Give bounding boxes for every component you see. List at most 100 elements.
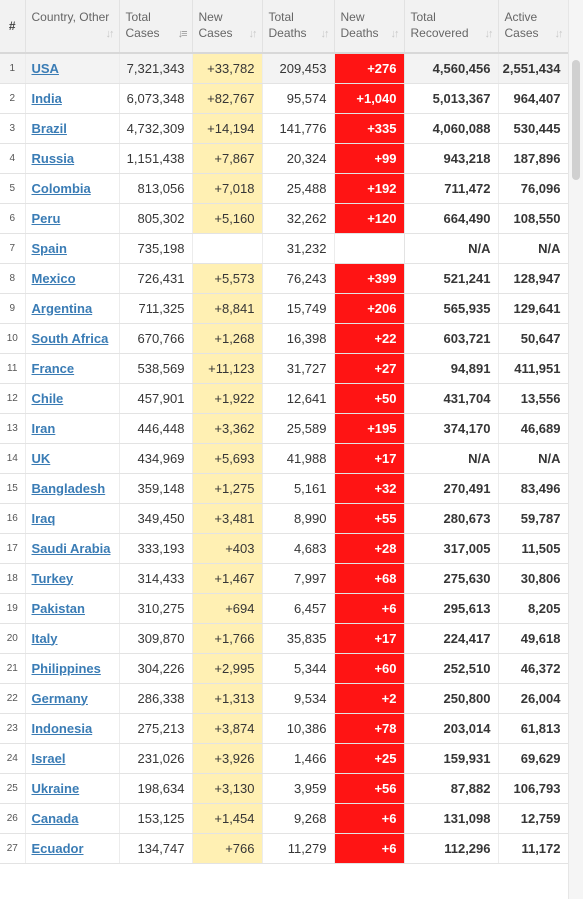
- new-deaths-cell: +27: [334, 353, 405, 384]
- table-row[interactable]: 16 Iraq 349,450 +3,481 8,990 +55 280,673 59,787: [0, 503, 583, 534]
- table-row[interactable]: 25 Ukraine 198,634 +3,130 3,959 +56 87,882 106,…: [0, 773, 583, 804]
- country-link[interactable]: South Africa: [31, 330, 109, 346]
- total-recovered-cell: 565,935: [404, 293, 499, 324]
- country-link[interactable]: Germany: [31, 690, 88, 706]
- country-link[interactable]: Iraq: [31, 510, 56, 526]
- sort-arrows-icon[interactable]: ↓↑: [554, 28, 564, 40]
- total-recovered-cell: N/A: [404, 443, 499, 474]
- country-cell: Iran: [25, 413, 120, 444]
- rank-cell: 14: [0, 443, 26, 474]
- header-total-cases[interactable]: Total Cases ↓≡: [119, 0, 193, 54]
- table-row[interactable]: 4 Russia 1,151,438 +7,867 20,324 +99 943,218 18…: [0, 143, 583, 174]
- rank-cell: 7: [0, 233, 26, 264]
- country-link[interactable]: Mexico: [31, 270, 76, 286]
- table-row[interactable]: 3 Brazil 4,732,309 +14,194 141,776 +335 4,060,…: [0, 113, 583, 144]
- header-total-recovered[interactable]: Total Recovered ↓↑: [404, 0, 499, 54]
- table-row[interactable]: 23 Indonesia 275,213 +3,874 10,386 +78 203,014…: [0, 713, 583, 744]
- header-new-deaths[interactable]: New Deaths ↓↑: [334, 0, 405, 54]
- country-link[interactable]: Ukraine: [31, 780, 80, 796]
- active-cases-cell: 106,793: [498, 773, 569, 804]
- table-row[interactable]: 13 Iran 446,448 +3,362 25,589 +195 374,170 46,6…: [0, 413, 583, 444]
- active-cases-cell: 411,951: [498, 353, 569, 384]
- new-cases-cell: +3,874: [192, 713, 263, 744]
- new-deaths-cell: +120: [334, 203, 405, 234]
- table-row[interactable]: 27 Ecuador 134,747 +766 11,279 +6 112,296 11,17…: [0, 833, 583, 864]
- country-link[interactable]: UK: [31, 450, 51, 466]
- table-row[interactable]: 26 Canada 153,125 +1,454 9,268 +6 131,098 12,75…: [0, 803, 583, 834]
- new-deaths-cell: +55: [334, 503, 405, 534]
- active-cases-cell: 108,550: [498, 203, 569, 234]
- scrollbar-thumb[interactable]: [572, 60, 580, 180]
- header-country[interactable]: Country, Other ↓↑: [25, 0, 120, 54]
- sort-arrows-icon[interactable]: ↓↑: [320, 28, 330, 40]
- table-row[interactable]: 18 Turkey 314,433 +1,467 7,997 +68 275,630 30,8…: [0, 563, 583, 594]
- country-link[interactable]: Brazil: [31, 120, 67, 136]
- table-row[interactable]: 17 Saudi Arabia 333,193 +403 4,683 +28 317,005…: [0, 533, 583, 564]
- table-row[interactable]: 7 Spain 735,198 31,232 N/A N/A: [0, 233, 583, 264]
- sort-desc-icon[interactable]: ↓≡: [177, 28, 188, 40]
- sort-arrows-icon[interactable]: ↓↑: [248, 28, 258, 40]
- country-link[interactable]: Argentina: [31, 300, 93, 316]
- rank-cell: 10: [0, 323, 26, 354]
- country-link[interactable]: USA: [31, 60, 59, 76]
- table-row[interactable]: 9 Argentina 711,325 +8,841 15,749 +206 565,935…: [0, 293, 583, 324]
- total-deaths-cell: 12,641: [262, 383, 335, 414]
- table-row[interactable]: 1 USA 7,321,343 +33,782 209,453 +276 4,560,456…: [0, 53, 583, 84]
- country-link[interactable]: Canada: [31, 810, 79, 826]
- active-cases-cell: 76,096: [498, 173, 569, 204]
- country-link[interactable]: Bangladesh: [31, 480, 106, 496]
- country-cell: Canada: [25, 803, 120, 834]
- country-link[interactable]: Philippines: [31, 660, 101, 676]
- country-link[interactable]: Saudi Arabia: [31, 540, 111, 556]
- country-link[interactable]: France: [31, 360, 75, 376]
- rank-cell: 19: [0, 593, 26, 624]
- table-row[interactable]: 21 Philippines 304,226 +2,995 5,344 +60 252,51…: [0, 653, 583, 684]
- country-link[interactable]: Ecuador: [31, 840, 84, 856]
- country-link[interactable]: India: [31, 90, 62, 106]
- header-active-cases[interactable]: Active Cases ↓↑: [498, 0, 569, 54]
- header-total-deaths[interactable]: Total Deaths ↓↑: [262, 0, 335, 54]
- table-row[interactable]: 19 Pakistan 310,275 +694 6,457 +6 295,613 8,205: [0, 593, 583, 624]
- active-cases-cell: 530,445: [498, 113, 569, 144]
- new-cases-cell: +1,922: [192, 383, 263, 414]
- new-deaths-cell: +17: [334, 623, 405, 654]
- country-link[interactable]: Iran: [31, 420, 56, 436]
- table-row[interactable]: 12 Chile 457,901 +1,922 12,641 +50 431,704 13,5…: [0, 383, 583, 414]
- country-link[interactable]: Italy: [31, 630, 58, 646]
- country-link[interactable]: Turkey: [31, 570, 74, 586]
- table-row[interactable]: 14 UK 434,969 +5,693 41,988 +17 N/A N/A: [0, 443, 583, 474]
- table-row[interactable]: 11 France 538,569 +11,123 31,727 +27 94,891 411…: [0, 353, 583, 384]
- total-cases-cell: 198,634: [119, 773, 193, 804]
- total-cases-cell: 805,302: [119, 203, 193, 234]
- country-cell: South Africa: [25, 323, 120, 354]
- country-link[interactable]: Israel: [31, 750, 66, 766]
- rank-cell: 8: [0, 263, 26, 294]
- country-link[interactable]: Pakistan: [31, 600, 85, 616]
- country-link[interactable]: Russia: [31, 150, 75, 166]
- table-row[interactable]: 24 Israel 231,026 +3,926 1,466 +25 159,931 69,6…: [0, 743, 583, 774]
- table-row[interactable]: 6 Peru 805,302 +5,160 32,262 +120 664,490 108,5…: [0, 203, 583, 234]
- country-link[interactable]: Colombia: [31, 180, 91, 196]
- sort-arrows-icon[interactable]: ↓↑: [390, 28, 400, 40]
- total-deaths-cell: 4,683: [262, 533, 335, 564]
- table-row[interactable]: 5 Colombia 813,056 +7,018 25,488 +192 711,472 7…: [0, 173, 583, 204]
- table-row[interactable]: 8 Mexico 726,431 +5,573 76,243 +399 521,241 128…: [0, 263, 583, 294]
- new-deaths-cell: +6: [334, 803, 405, 834]
- new-cases-cell: +403: [192, 533, 263, 564]
- total-deaths-cell: 6,457: [262, 593, 335, 624]
- table-row[interactable]: 2 India 6,073,348 +82,767 95,574 +1,040 5,013,…: [0, 83, 583, 114]
- table-row[interactable]: 10 South Africa 670,766 +1,268 16,398 +22 603,…: [0, 323, 583, 354]
- header-new-cases[interactable]: New Cases ↓↑: [192, 0, 263, 54]
- table-row[interactable]: 20 Italy 309,870 +1,766 35,835 +17 224,417 49,6…: [0, 623, 583, 654]
- country-link[interactable]: Peru: [31, 210, 61, 226]
- country-link[interactable]: Chile: [31, 390, 64, 406]
- new-cases-cell: +7,867: [192, 143, 263, 174]
- header-rank[interactable]: #: [0, 0, 26, 54]
- country-link[interactable]: Spain: [31, 240, 67, 256]
- vertical-scrollbar[interactable]: [568, 0, 583, 899]
- sort-arrows-icon[interactable]: ↓↑: [105, 28, 115, 40]
- country-link[interactable]: Indonesia: [31, 720, 93, 736]
- table-row[interactable]: 15 Bangladesh 359,148 +1,275 5,161 +32 270,491…: [0, 473, 583, 504]
- sort-arrows-icon[interactable]: ↓↑: [484, 28, 494, 40]
- table-row[interactable]: 22 Germany 286,338 +1,313 9,534 +2 250,800 26,0…: [0, 683, 583, 714]
